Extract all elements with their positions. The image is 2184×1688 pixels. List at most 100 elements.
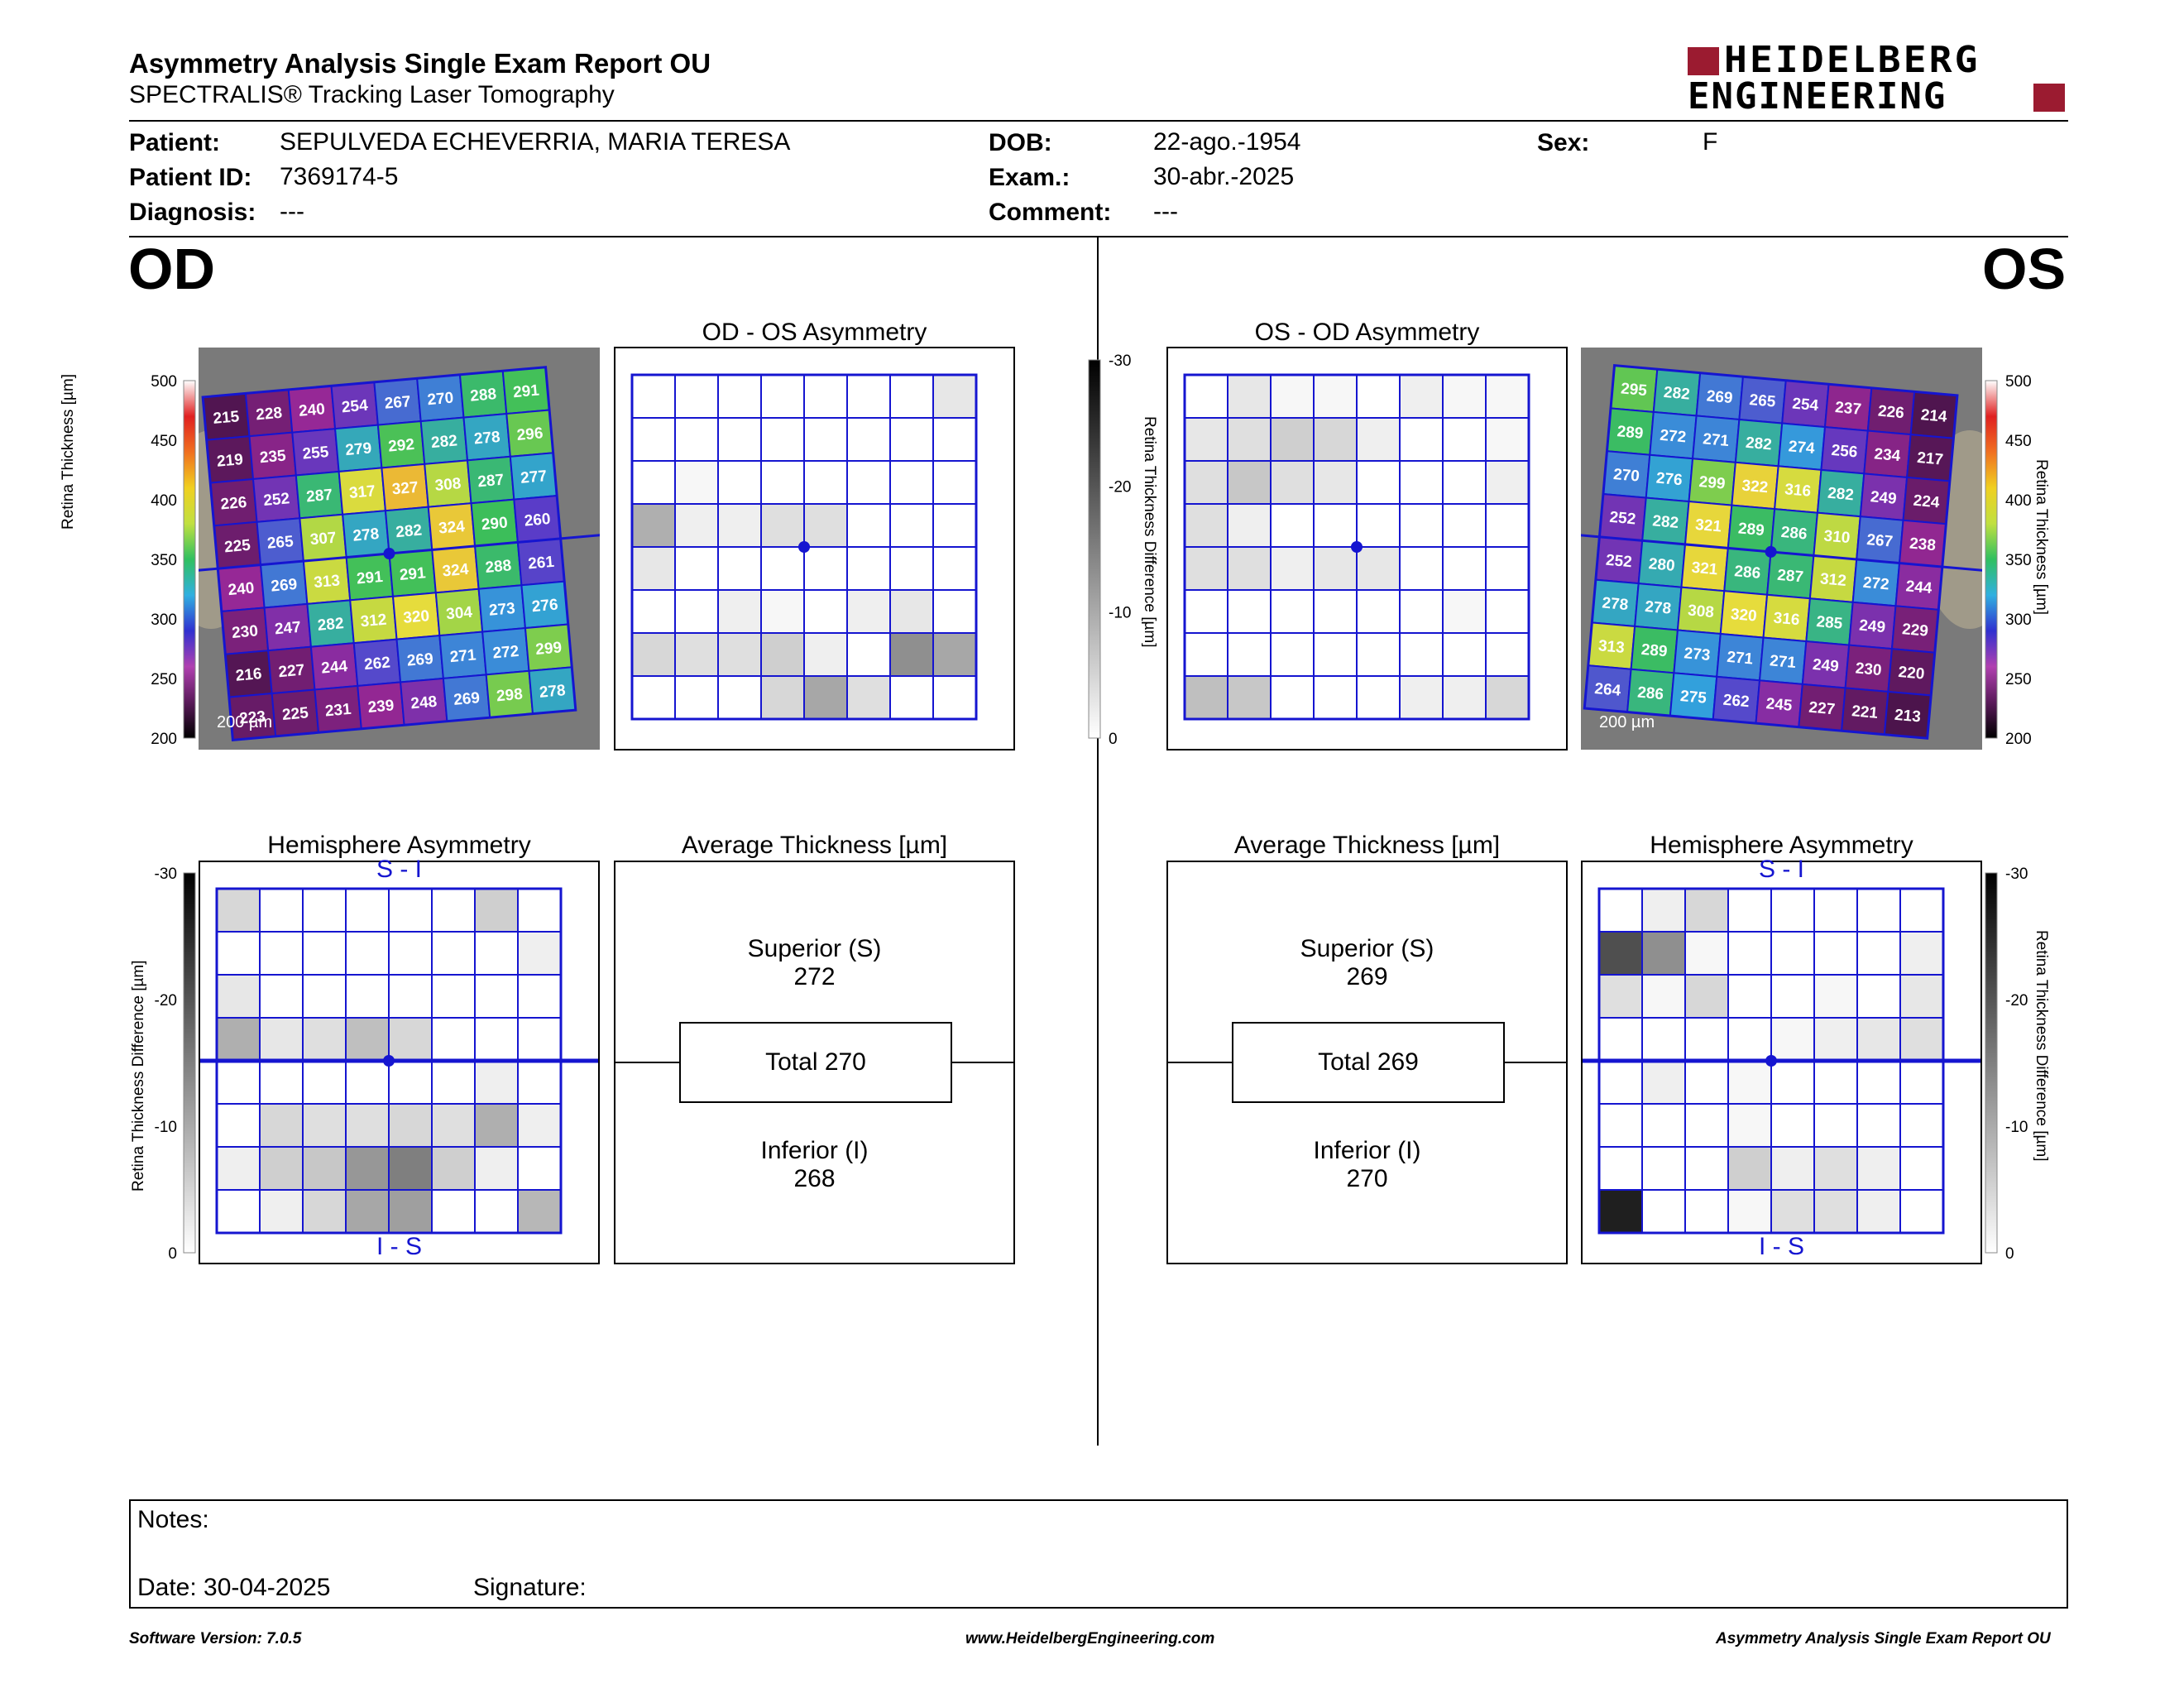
od-thickness-cell-value: 230: [231, 622, 258, 642]
od-thickness-map: 215 228 240 254 267 270 288 291 219 235 255 279 292 2…: [150, 348, 645, 750]
os-asym-cell: [1399, 374, 1444, 419]
od-hemi-cell: [259, 1017, 304, 1062]
od-asym-title: OD - OS Asymmetry: [702, 319, 927, 346]
od-hemi-cell: [216, 888, 261, 933]
od-thickness-cell-value: 288: [485, 557, 512, 577]
os-hemi-cell: [1899, 1103, 1944, 1148]
os-thickness-cell-value: 224: [1913, 492, 1941, 512]
os-asym-cell: [1270, 417, 1315, 462]
od-thickness-scale-tick: 300: [151, 611, 177, 629]
od-asym-cell: [803, 374, 848, 419]
od-thickness-cell-value: 291: [512, 381, 540, 401]
os-asymmetry-grid: [1183, 373, 1530, 721]
os-thickness-cell-value: 254: [1792, 396, 1820, 415]
od-hemi-cell: [388, 1103, 433, 1148]
od-thickness-cell-value: 219: [216, 451, 243, 471]
od-asym-cell: [846, 460, 891, 505]
od-thickness-cell-value: 248: [410, 693, 438, 713]
os-asym-cell: [1485, 374, 1530, 419]
od-asym-cell: [846, 374, 891, 419]
od-thickness-cell-value: 291: [399, 564, 427, 584]
os-asym-cell: [1270, 546, 1315, 591]
od-hemi-cell: [345, 1103, 390, 1148]
os-hemi-cell: [1641, 1189, 1686, 1234]
os-hemi-cell: [1641, 931, 1686, 976]
od-thickness-scale-tick: 250: [151, 671, 177, 688]
os-thickness-cell-value: 289: [1737, 520, 1765, 539]
os-asym-cell: [1442, 460, 1487, 505]
od-total-box: Total 270: [679, 1022, 952, 1103]
od-asym-cell: [932, 503, 977, 548]
os-asym-cell: [1313, 589, 1358, 634]
od-hemi-cell: [259, 1189, 304, 1234]
os-hemi-diff-scale-bar: [1985, 872, 1998, 1254]
os-thickness-cell-value: 274: [1788, 438, 1816, 458]
od-asym-cell: [717, 546, 762, 591]
software-version: Software Version: 7.0.5: [129, 1630, 302, 1647]
od-hemi-cell: [388, 1017, 433, 1062]
os-hemi-cell: [1598, 1146, 1643, 1191]
od-thickness-cell-value: 313: [313, 572, 340, 592]
os-hemi-cell: [1598, 1103, 1643, 1148]
patient-id-label: Patient ID:: [129, 164, 252, 191]
os-asym-cell: [1227, 503, 1272, 548]
od-hemi-cell: [517, 888, 562, 933]
os-average-thickness-panel: Superior (S) 269 Total 269 Inferior (I) …: [1166, 861, 1568, 1264]
os-asym-cell: [1442, 374, 1487, 419]
od-hemi-cell: [216, 1060, 261, 1105]
os-asym-border: [1183, 373, 1530, 721]
od-thickness-cell-value: 255: [302, 444, 330, 463]
od-hemi-cell: [388, 888, 433, 933]
os-hemi-diff-scale-tick: 0: [2005, 1245, 2014, 1263]
os-thickness-cell-value: 285: [1816, 613, 1844, 633]
od-asym-cell: [846, 503, 891, 548]
report-title: Asymmetry Analysis Single Exam Report OU: [129, 48, 711, 79]
od-asym-cell: [932, 460, 977, 505]
od-thickness-fovea-dot: [383, 548, 395, 560]
od-hemi-cell: [431, 888, 476, 933]
od-thickness-scale-tick: 450: [151, 433, 177, 450]
os-asym-cell: [1184, 503, 1228, 548]
os-hemi-cell: [1899, 1189, 1944, 1234]
os-hemi-cell: [1727, 1060, 1772, 1105]
od-asym-cell: [889, 503, 934, 548]
comment-label: Comment:: [989, 199, 1112, 226]
os-hemi-cell: [1856, 931, 1901, 976]
od-hemi-cell: [474, 1146, 519, 1191]
od-asym-cell: [674, 417, 719, 462]
os-hemi-cell: [1684, 974, 1729, 1019]
website-link[interactable]: www.HeidelbergEngineering.com: [965, 1630, 1215, 1647]
os-thickness-cell-value: 252: [1605, 552, 1632, 572]
od-thickness-cell-value: 270: [427, 390, 454, 410]
os-thickness-cell-value: 221: [1851, 703, 1879, 722]
od-hemi-cell: [345, 1189, 390, 1234]
os-thickness-cell-value: 271: [1727, 649, 1755, 669]
od-asym-cell: [674, 589, 719, 634]
os-eye-label: OS: [1982, 237, 2067, 301]
od-thickness-cell-value: 290: [481, 514, 508, 534]
od-asym-cell: [674, 632, 719, 677]
od-thickness-cell-value: 287: [305, 487, 333, 506]
os-thickness-cell-value: 321: [1694, 516, 1722, 536]
os-hemi-cell: [1598, 1189, 1643, 1234]
od-hemi-diff-scale-tick: -20: [155, 992, 177, 1009]
od-asym-cell: [760, 503, 805, 548]
os-hemi-fovea-dot: [1765, 1055, 1777, 1067]
os-hemi-cell: [1641, 1017, 1686, 1062]
od-thickness-cell-value: 262: [363, 654, 390, 674]
od-hemi-cell: [302, 1146, 347, 1191]
signature-label: Signature:: [473, 1574, 587, 1601]
od-asym-cell: [674, 675, 719, 720]
os-thickness-cell-value: 289: [1616, 423, 1644, 443]
od-thickness-cell-value: 282: [317, 615, 344, 635]
os-thickness-cell-value: 213: [1894, 707, 1921, 727]
os-thickness-scale-tick: 350: [2005, 552, 2032, 569]
os-thickness-scale-tick: 200: [2005, 731, 2032, 748]
od-hemi-fovea-dot: [383, 1055, 395, 1067]
os-thickness-cell-value: 227: [1808, 699, 1836, 719]
os-total-box: Total 269: [1232, 1022, 1505, 1103]
od-asym-cell: [631, 675, 676, 720]
os-thickness-scale-tick: 300: [2005, 611, 2032, 629]
os-thickness-cell-value: 280: [1648, 555, 1675, 575]
od-inferior-label: Inferior (I): [760, 1137, 869, 1164]
